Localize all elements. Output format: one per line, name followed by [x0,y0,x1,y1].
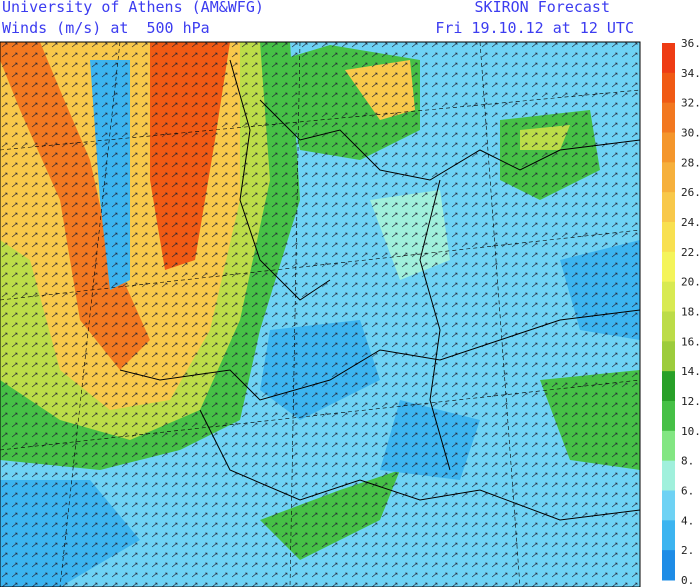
map-area [0,42,640,587]
colorbar-swatch [662,251,675,283]
colorbar-label: 12. [681,395,700,408]
colorbar-label: 26. [681,186,700,199]
colorbar-label: 18. [681,306,700,319]
colorbar-label: 4. [681,514,694,527]
colorbar-label: 28. [681,156,700,169]
colorbar-label: 10. [681,425,700,438]
colorbar-swatch [662,520,675,551]
field-description: Winds (m/s) at 500 hPa [2,19,210,37]
colorbar-swatch [662,311,675,342]
colorbar-swatch [662,341,675,372]
map-frame [0,41,641,587]
colorbar-swatch [662,102,675,133]
colorbar-label: 36. [681,37,700,50]
colorbar-label: 30. [681,127,700,140]
colorbar-label: 8. [681,455,694,468]
colorbar-swatch [662,401,675,432]
colorbar-swatch [662,162,675,193]
colorbar-swatch [662,72,675,104]
colorbar-swatch [662,460,675,491]
colorbar-label: 2. [681,544,694,557]
colorbar-label: 0. [681,574,694,587]
colorbar-label: 14. [681,365,700,378]
colorbar-swatch [662,281,675,312]
colorbar-label: 6. [681,485,694,498]
colorbar-swatch [662,371,675,402]
colorbar-swatch [662,192,675,223]
colorbar-swatch [662,550,675,581]
colorbar-swatch [662,430,675,462]
colorbar-label: 32. [681,97,700,110]
forecast-time: Fri 19.10.12 at 12 UTC [435,19,634,37]
colorbar-label: 22. [681,246,700,259]
colorbar-swatch [662,132,675,163]
colorbar: 36. 34. 32. 30. 28. 26. 24. 22. 20. 18. 16. 14. 12. 1… [662,37,700,587]
colorbar-swatch [662,43,675,74]
colorbar-label: 16. [681,335,700,348]
institution: University of Athens (AM&WFG) [2,0,264,16]
colorbar-label: 24. [681,216,700,229]
colorbar-label: 20. [681,276,700,289]
forecast-name: SKIRON Forecast [475,0,610,16]
colorbar-swatch [662,222,675,253]
colorbar-swatch [662,490,675,521]
colorbar-label: 34. [681,67,700,80]
